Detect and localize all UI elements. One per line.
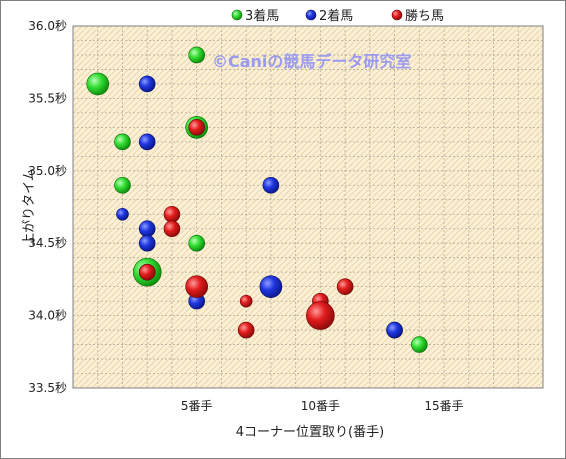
y-axis-ticks: 36.0秒 35.5秒 35.0秒 34.5秒 34.0秒 33.5秒 — [28, 19, 67, 395]
data-point — [411, 336, 428, 353]
data-point — [306, 301, 335, 330]
legend-label: 3着馬 — [245, 8, 279, 24]
data-point — [138, 263, 156, 281]
data-point — [163, 220, 181, 238]
data-point — [138, 133, 156, 151]
data-point — [336, 278, 354, 295]
data-point — [116, 207, 129, 221]
watermark: ©Caniの競馬データ研究室 — [212, 52, 411, 71]
data-point — [237, 321, 255, 339]
data-point — [138, 220, 156, 238]
y-tick-label: 33.5秒 — [28, 381, 67, 395]
data-point — [114, 133, 131, 151]
data-point — [138, 234, 156, 252]
legend-marker — [305, 9, 317, 21]
y-tick-label: 34.0秒 — [28, 309, 67, 323]
x-tick-label: 10番手 — [301, 399, 340, 413]
data-point — [188, 46, 205, 64]
legend-label: 2着馬 — [319, 8, 353, 24]
data-point — [163, 205, 181, 223]
grid-lines — [73, 26, 543, 388]
data-point — [239, 294, 253, 308]
data-point — [259, 275, 283, 298]
data-points — [86, 46, 428, 353]
y-tick-label: 35.5秒 — [28, 91, 67, 105]
x-axis-label: 4コーナー位置取り(番手) — [236, 425, 384, 440]
series-勝ち馬 — [138, 119, 354, 339]
y-tick-label: 35.0秒 — [28, 164, 67, 178]
legend-label: 勝ち馬 — [405, 9, 444, 24]
y-axis-label: 上がりタイム — [22, 168, 37, 246]
x-tick-label: 15番手 — [424, 399, 463, 413]
data-point — [188, 119, 205, 136]
y-tick-label: 36.0秒 — [28, 19, 67, 33]
data-point — [262, 176, 280, 194]
data-point — [138, 75, 156, 93]
x-axis-ticks: 5番手 10番手 15番手 — [181, 399, 464, 413]
legend-marker — [231, 9, 243, 21]
data-point — [86, 72, 110, 96]
y-tick-label: 34.5秒 — [28, 236, 67, 250]
x-tick-label: 5番手 — [181, 399, 213, 413]
legend-marker — [391, 9, 403, 21]
data-point — [114, 176, 131, 194]
data-point — [386, 321, 403, 339]
data-point — [185, 275, 208, 298]
legend: 3着馬 2着馬 勝ち馬 — [231, 8, 444, 24]
data-point — [188, 234, 205, 252]
